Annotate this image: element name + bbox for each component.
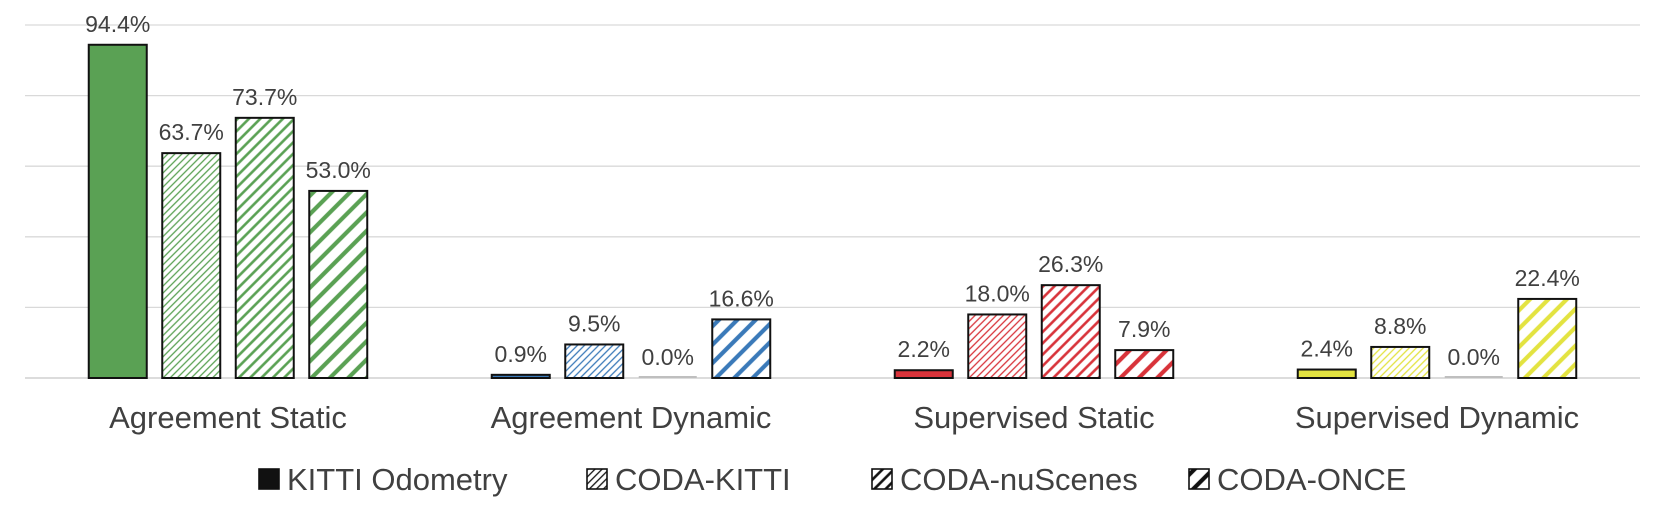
value-labels: 94.4% 63.7% 73.7% 53.0% 0.9% 9.5% 0.0% 16.6% 2.2…: [85, 11, 1580, 370]
value-label-agreement-dynamic-coda-kitti: 9.5%: [568, 310, 620, 336]
bar-supervised-dynamic-coda-nuscenes: [1444, 376, 1503, 378]
legend-label-coda-nuscenes: CODA-nuScenes: [900, 462, 1138, 497]
value-label-supervised-dynamic-coda-nuscenes: 0.0%: [1448, 344, 1500, 370]
bar-supervised-dynamic-coda-kitti: [1370, 345, 1431, 380]
legend-swatch-kitti-odometry: [258, 468, 280, 490]
bar-supervised-dynamic-coda-once: [1517, 297, 1578, 380]
value-label-agreement-static-kitti-odometry: 94.4%: [85, 11, 150, 37]
value-label-agreement-static-coda-once: 53.0%: [306, 157, 371, 183]
category-label-supervised-dynamic: Supervised Dynamic: [1295, 400, 1579, 435]
bar-agreement-dynamic-coda-nuscenes: [638, 376, 697, 378]
value-label-supervised-dynamic-kitti-odometry: 2.4%: [1301, 336, 1353, 362]
bar-agreement-static-coda-once: [308, 189, 369, 379]
value-label-agreement-dynamic-coda-nuscenes: 0.0%: [642, 344, 694, 370]
value-label-agreement-static-coda-kitti: 63.7%: [159, 119, 224, 145]
bar-supervised-static-coda-kitti: [967, 313, 1028, 379]
category-label-supervised-static: Supervised Static: [913, 400, 1154, 435]
bars: [87, 43, 1578, 380]
legend-label-kitti-odometry: KITTI Odometry: [287, 462, 508, 497]
legend-label-coda-kitti: CODA-KITTI: [615, 462, 791, 497]
legend-swatch-coda-nuscenes: [871, 468, 893, 490]
bar-agreement-dynamic-coda-once: [711, 318, 772, 380]
value-label-agreement-dynamic-coda-once: 16.6%: [709, 285, 774, 311]
legend-swatch-coda-kitti: [586, 468, 608, 490]
bar-supervised-dynamic-kitti-odometry: [1296, 368, 1357, 380]
bar-supervised-static-coda-once: [1114, 349, 1175, 380]
bar-supervised-static-coda-nuscenes: [1040, 284, 1101, 380]
bar-agreement-dynamic-coda-kitti: [564, 343, 625, 379]
legend-swatch-coda-once: [1188, 468, 1210, 490]
legend-label-coda-once: CODA-ONCE: [1217, 462, 1406, 497]
value-label-agreement-static-coda-nuscenes: 73.7%: [232, 84, 297, 110]
legend: KITTI Odometry CODA-KITTI CODA-nuScenes COD…: [258, 462, 1406, 497]
bar-agreement-static-coda-nuscenes: [234, 116, 295, 380]
value-label-agreement-dynamic-kitti-odometry: 0.9%: [495, 341, 547, 367]
bar-agreement-dynamic-kitti-odometry: [490, 373, 551, 379]
value-label-supervised-dynamic-coda-kitti: 8.8%: [1374, 313, 1426, 339]
category-label-agreement-dynamic: Agreement Dynamic: [491, 400, 772, 435]
value-label-supervised-dynamic-coda-once: 22.4%: [1515, 265, 1580, 291]
value-label-supervised-static-coda-once: 7.9%: [1118, 316, 1170, 342]
value-label-supervised-static-kitti-odometry: 2.2%: [898, 336, 950, 362]
value-label-supervised-static-coda-kitti: 18.0%: [965, 280, 1030, 306]
value-label-supervised-static-coda-nuscenes: 26.3%: [1038, 251, 1103, 277]
bar-supervised-static-kitti-odometry: [893, 369, 954, 380]
category-labels: Agreement Static Agreement Dynamic Supervi…: [109, 400, 1579, 435]
bar-agreement-static-kitti-odometry: [87, 43, 148, 379]
category-label-agreement-static: Agreement Static: [109, 400, 347, 435]
bar-agreement-static-coda-kitti: [161, 152, 222, 379]
